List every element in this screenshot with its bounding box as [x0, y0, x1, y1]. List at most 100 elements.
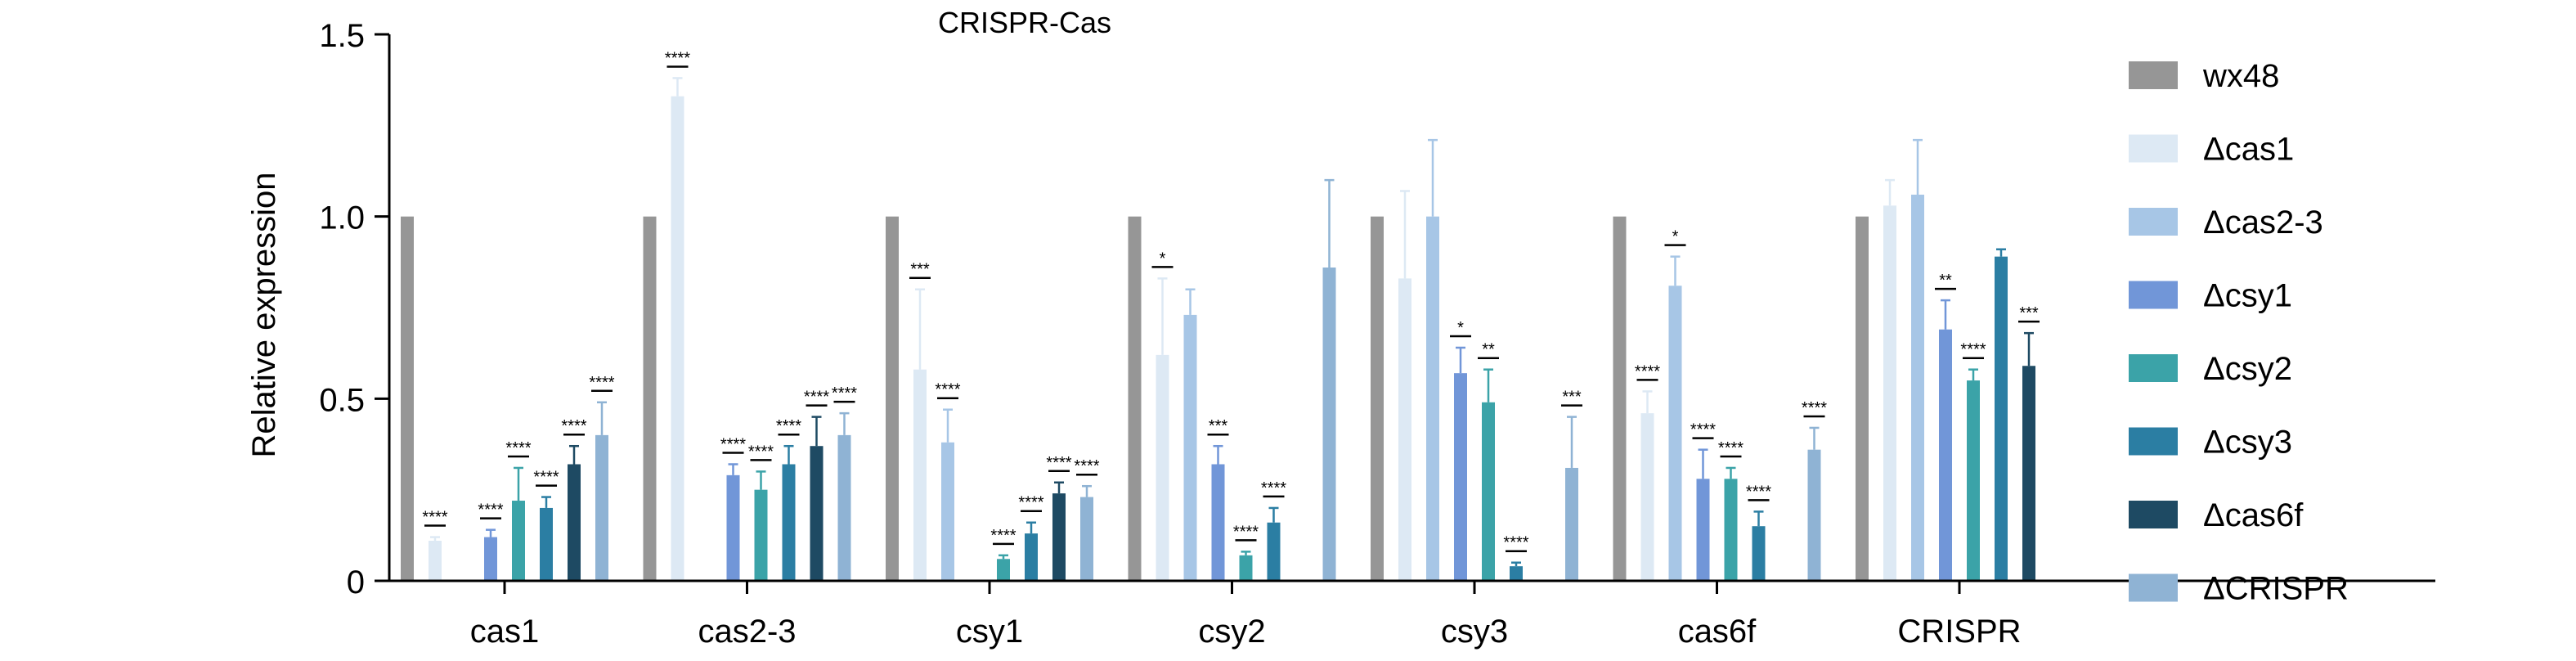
- bar-CRISPR-0: [1856, 216, 1869, 581]
- bar-csy2-3: [1211, 464, 1225, 581]
- legend-label-7: ΔCRISPR: [2203, 571, 2349, 607]
- significance-label-cas6f-4: ****: [1718, 439, 1744, 457]
- significance-label-cas2-3-1: ****: [665, 49, 690, 67]
- bar-cas2-3-1: [671, 96, 684, 581]
- significance-label-csy3-7: ***: [1562, 389, 1582, 407]
- significance-label-CRISPR-6: ***: [2019, 304, 2039, 322]
- significance-label-cas1-5: ****: [533, 469, 559, 487]
- y-axis-label: Relative expression: [246, 172, 282, 457]
- x-tick-label-cas1: cas1: [470, 614, 540, 650]
- x-tick-label-CRISPR: CRISPR: [1897, 614, 2021, 650]
- legend: wx48 Δcas1 Δcas2-3 Δcsy1 Δcsy2 Δcsy3 Δcas6f ΔCR…: [2129, 58, 2349, 607]
- legend-swatch-0: [2129, 61, 2178, 89]
- significance-label-cas6f-3: ****: [1690, 421, 1716, 439]
- legend-swatch-4: [2129, 354, 2178, 382]
- legend-swatch-2: [2129, 208, 2178, 236]
- bar-csy3-0: [1371, 216, 1384, 581]
- bar-cas1-7: [595, 434, 608, 581]
- legend-label-3: Δcsy1: [2203, 278, 2292, 314]
- legend-label-6: Δcas6f: [2203, 497, 2304, 533]
- y-tick-label-0: 0: [347, 564, 365, 600]
- chart-title: CRISPR-Cas: [938, 6, 1111, 39]
- y-tick-label-1: 0.5: [319, 382, 365, 418]
- legend-swatch-6: [2129, 501, 2178, 528]
- legend-swatch-3: [2129, 281, 2178, 309]
- bars-layer: [401, 96, 2035, 582]
- x-tick-label-cas6f: cas6f: [1678, 614, 1757, 650]
- bar-cas6f-4: [1724, 479, 1738, 581]
- bar-cas6f-7: [1807, 449, 1821, 581]
- significance-label-csy1-6: ****: [1046, 454, 1071, 472]
- bar-cas2-3-7: [837, 434, 851, 581]
- legend-label-4: Δcsy2: [2203, 351, 2292, 387]
- legend-swatch-1: [2129, 134, 2178, 163]
- significance-label-CRISPR-4: ****: [1960, 341, 1986, 359]
- bar-csy1-4: [997, 559, 1010, 581]
- bar-csy2-0: [1128, 216, 1142, 581]
- significance-label-cas6f-1: ****: [1635, 362, 1660, 380]
- x-tick-label-cas2-3: cas2-3: [698, 614, 796, 650]
- bar-csy2-2: [1183, 314, 1197, 581]
- x-axis-tick-labels: cas1 cas2-3 csy1 csy2 csy3 cas6f CRISPR: [470, 581, 2022, 650]
- bar-cas1-3: [484, 537, 497, 581]
- bar-csy3-7: [1565, 467, 1578, 581]
- significance-label-csy3-3: *: [1457, 319, 1464, 337]
- bar-csy3-5: [1510, 566, 1523, 581]
- bar-cas6f-5: [1752, 526, 1766, 581]
- bar-csy1-6: [1052, 493, 1066, 581]
- significance-label-csy1-5: ****: [1018, 494, 1043, 512]
- legend-label-5: Δcsy3: [2203, 425, 2292, 461]
- bar-cas1-0: [401, 216, 414, 581]
- significance-label-csy2-4: ****: [1233, 523, 1259, 541]
- significance-label-csy3-4: **: [1482, 341, 1495, 359]
- significance-label-cas1-7: ****: [589, 374, 614, 392]
- legend-label-2: Δcas2-3: [2203, 205, 2323, 241]
- bar-CRISPR-2: [1911, 194, 1924, 582]
- bar-csy3-3: [1454, 373, 1467, 581]
- bar-csy1-5: [1025, 533, 1038, 581]
- error-bars-layer: [430, 77, 2034, 567]
- bar-csy2-5: [1267, 522, 1281, 581]
- y-tick-label-2: 1.0: [319, 200, 365, 236]
- bar-CRISPR-3: [1939, 329, 1952, 581]
- x-tick-label-csy2: csy2: [1198, 614, 1265, 650]
- bar-cas1-1: [429, 541, 442, 581]
- bar-csy3-1: [1398, 278, 1411, 581]
- legend-swatch-5: [2129, 427, 2178, 456]
- significance-label-cas2-3-3: ****: [720, 435, 746, 453]
- significance-label-cas6f-2: *: [1672, 228, 1679, 246]
- significance-label-csy1-4: ****: [990, 527, 1016, 545]
- bar-csy3-2: [1426, 216, 1439, 581]
- x-tick-label-csy3: csy3: [1441, 614, 1508, 650]
- bar-cas2-3-3: [726, 474, 740, 581]
- bar-cas6f-0: [1613, 216, 1627, 581]
- bar-CRISPR-4: [1967, 380, 1980, 581]
- bar-csy2-7: [1322, 268, 1336, 581]
- significance-label-csy1-1: ***: [910, 261, 930, 279]
- legend-label-1: Δcas1: [2203, 132, 2294, 168]
- significance-label-cas2-3-5: ****: [776, 417, 801, 435]
- significance-layer: **** **************************** ********…: [422, 49, 2040, 552]
- significance-label-cas6f-7: ****: [1802, 399, 1827, 417]
- bar-cas6f-1: [1640, 413, 1654, 581]
- significance-label-csy2-5: ****: [1261, 479, 1286, 497]
- bar-cas2-3-4: [754, 489, 768, 581]
- significance-label-cas1-1: ****: [422, 509, 447, 527]
- bar-cas6f-2: [1668, 286, 1682, 581]
- bar-csy3-4: [1482, 402, 1495, 581]
- bar-csy2-4: [1239, 555, 1253, 581]
- legend-label-0: wx48: [2202, 58, 2279, 94]
- significance-label-cas2-3-4: ****: [748, 443, 774, 461]
- bar-csy1-0: [886, 216, 899, 581]
- y-tick-label-3: 1.5: [319, 18, 365, 54]
- significance-label-cas1-3: ****: [478, 501, 503, 519]
- bar-cas2-3-5: [782, 464, 796, 581]
- significance-label-csy1-2: ****: [935, 381, 960, 399]
- significance-label-csy2-3: ***: [1209, 417, 1228, 435]
- y-axis-ticks: 0 0.5 1.0 1.5: [319, 18, 389, 600]
- bar-cas1-6: [568, 464, 581, 581]
- bar-cas6f-3: [1696, 479, 1710, 581]
- significance-label-cas1-4: ****: [505, 439, 531, 457]
- significance-label-cas1-6: ****: [561, 417, 586, 435]
